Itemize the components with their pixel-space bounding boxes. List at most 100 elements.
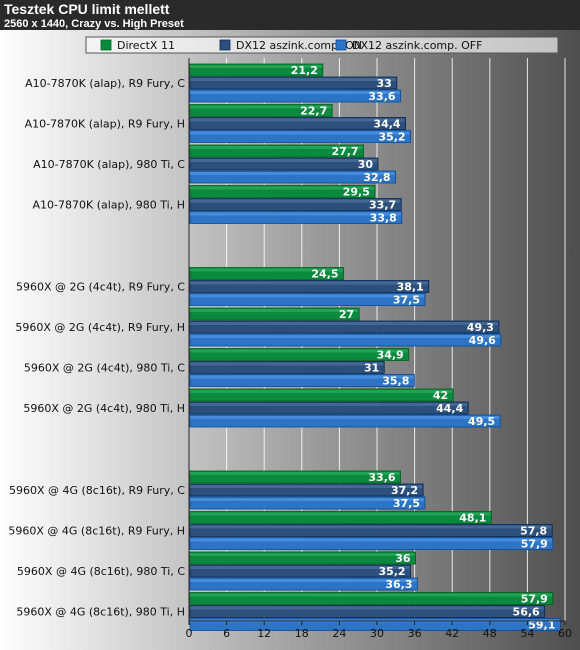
bar-highlight (190, 593, 552, 597)
bar-value-label: 29,5 (343, 186, 370, 199)
bar-highlight (190, 294, 424, 298)
bar-value-label: 31 (364, 362, 379, 375)
bar-value-label: 35,8 (382, 375, 409, 388)
legend-box (85, 36, 559, 54)
bar-highlight (190, 322, 498, 325)
chart-subtitle: 2560 x 1440, Crazy vs. High Preset (4, 18, 184, 30)
category-label: 5960X @ 4G (8c16t), R9 Fury, H (8, 525, 185, 538)
category-label: 5960X @ 2G (4c4t), 980 Ti, C (24, 362, 185, 375)
bar-value-label: 34,9 (377, 349, 404, 362)
bar-highlight (190, 525, 552, 529)
bar-highlight (190, 78, 396, 81)
category-label: 5960X @ 2G (4c4t), R9 Fury, H (15, 321, 185, 334)
bar-value-label: 27 (339, 308, 354, 321)
bar-value-label: 49,6 (469, 334, 496, 347)
bar-highlight (190, 566, 410, 569)
bar-value-label: 48,1 (459, 512, 486, 525)
bar-value-label: 33 (376, 77, 391, 90)
bar-value-label: 37,5 (393, 497, 420, 510)
bar-highlight (190, 159, 377, 162)
bar-value-label: 33,7 (369, 199, 396, 212)
bar-value-label: 59,1 (528, 619, 555, 632)
bar-value-label: 35,2 (378, 131, 405, 144)
bar-highlight (190, 146, 363, 149)
bar-value-label: 27,7 (331, 145, 358, 158)
bar-value-label: 36,3 (385, 578, 412, 591)
bar-highlight (190, 199, 401, 203)
bar-value-label: 49,5 (468, 415, 495, 428)
category-label: 5960X @ 2G (4c4t), 980 Ti, H (23, 402, 185, 415)
bar-highlight (190, 105, 332, 109)
x-tick-label: 0 (186, 627, 193, 640)
x-tick-label: 54 (520, 627, 534, 640)
x-tick-label: 42 (445, 627, 459, 640)
bar-highlight (190, 390, 453, 393)
bar-value-label: 38,1 (397, 281, 424, 294)
bar-value-label: 22,7 (300, 105, 327, 118)
bar-value-label: 37,5 (393, 294, 420, 307)
bar-value-label: 42 (433, 389, 448, 402)
bar-highlight (190, 485, 423, 488)
bar-value-label: 56,6 (513, 606, 540, 619)
legend-swatch (335, 39, 347, 51)
bar-highlight (190, 65, 322, 68)
bar-value-label: 49,3 (467, 321, 494, 334)
bar-value-label: 37,2 (391, 484, 418, 497)
x-tick-label: 60 (558, 627, 572, 640)
bar-highlight (190, 131, 410, 135)
chart-title: Tesztek CPU limit mellett (4, 1, 170, 17)
bar-value-label: 57,8 (520, 525, 547, 538)
x-tick-label: 6 (223, 627, 230, 640)
bar-value-label: 21,2 (291, 64, 318, 77)
bar-highlight (190, 362, 384, 366)
bar-highlight (190, 403, 468, 406)
bar-highlight (190, 91, 400, 94)
category-label: A10-7870K (alap), R9 Fury, H (25, 118, 185, 131)
bar-highlight (190, 118, 405, 122)
bar-value-label: 32,8 (363, 171, 390, 184)
legend-label: DirectX 11 (117, 39, 175, 52)
category-label: 5960X @ 4G (8c16t), R9 Fury, C (9, 484, 185, 497)
bar-highlight (190, 309, 359, 312)
bar-highlight (190, 186, 374, 190)
bar-highlight (190, 349, 408, 353)
bar-value-label: 36 (395, 552, 411, 565)
x-tick-label: 30 (370, 627, 384, 640)
x-tick-label: 24 (332, 627, 346, 640)
bar-highlight (190, 553, 415, 556)
legend-label: DX12 aszink.comp. ON (236, 39, 362, 52)
x-tick-label: 12 (257, 627, 271, 640)
x-tick-label: 18 (295, 627, 309, 640)
bar-value-label: 35,2 (378, 565, 405, 578)
legend-swatch (100, 39, 112, 51)
bar-value-label: 57,9 (521, 593, 548, 606)
bar-highlight (190, 375, 414, 379)
legend-label: DX12 aszink.comp. OFF (352, 39, 482, 52)
category-label: A10-7870K (alap), R9 Fury, C (25, 77, 185, 90)
bar-highlight (190, 512, 491, 516)
x-tick-label: 48 (483, 627, 497, 640)
bar-highlight (190, 472, 400, 475)
bar-highlight (190, 212, 401, 216)
category-label: 5960X @ 4G (8c16t), 980 Ti, H (16, 606, 185, 619)
category-label: 5960X @ 4G (8c16t), 980 Ti, C (17, 565, 185, 578)
bar-highlight (190, 281, 428, 285)
bar-value-label: 33,6 (368, 471, 395, 484)
bar-value-label: 34,4 (373, 118, 400, 131)
bar-highlight (190, 172, 395, 175)
bar-highlight (190, 416, 500, 419)
category-label: 5960X @ 2G (4c4t), R9 Fury, C (16, 281, 185, 294)
x-tick-label: 36 (408, 627, 422, 640)
bar-highlight (190, 579, 417, 582)
bar-highlight (190, 268, 343, 272)
legend-swatch (219, 39, 231, 51)
bar-value-label: 44,4 (436, 402, 463, 415)
category-label: A10-7870K (alap), 980 Ti, C (33, 158, 185, 171)
category-label: A10-7870K (alap), 980 Ti, H (33, 199, 186, 212)
bar-highlight (190, 498, 424, 501)
bar-value-label: 57,9 (521, 538, 548, 551)
bar-highlight (190, 606, 544, 610)
bar-value-label: 30 (358, 158, 374, 171)
